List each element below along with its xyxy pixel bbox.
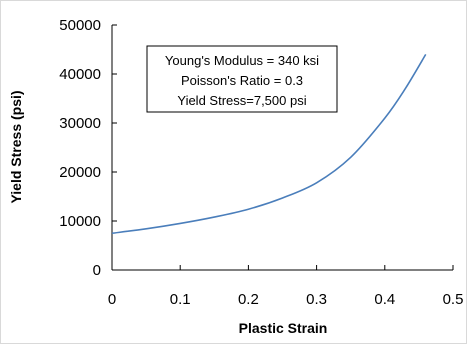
y-tick-label: 0 <box>93 262 101 279</box>
x-tick-label: 0.2 <box>238 291 259 308</box>
yield-stress-chart: 0 10000 20000 30000 40000 50000 0 0.1 0.2 0.3 0.4 0… <box>8 17 463 336</box>
x-tick-label: 0 <box>108 291 116 308</box>
annotation-line-2: Poisson's Ratio = 0.3 <box>181 73 303 88</box>
annotation-border <box>146 45 338 113</box>
y-tick-label: 20000 <box>59 164 101 181</box>
y-tick-label: 50000 <box>59 17 101 34</box>
y-tick-label: 10000 <box>59 213 101 230</box>
annotation-line-1: Young's Modulus = 340 ksi <box>165 53 319 68</box>
x-tick-label: 0.1 <box>170 291 191 308</box>
x-tick-label: 0.3 <box>306 291 327 308</box>
y-tick-label: 30000 <box>59 115 101 132</box>
annotation-line-3: Yield Stress=7,500 psi <box>177 93 306 108</box>
series-line <box>111 53 427 235</box>
y-tick-label: 40000 <box>59 66 101 83</box>
series-group <box>111 53 427 235</box>
x-tick-label: 0.5 <box>443 291 464 308</box>
x-tick-label: 0.4 <box>374 291 395 308</box>
y-axis-title: Yield Stress (psi) <box>8 90 24 203</box>
x-axis-title: Plastic Strain <box>239 320 328 336</box>
axes: 0 10000 20000 30000 40000 50000 0 0.1 0.2 0.3 0.4 0… <box>59 17 463 308</box>
annotation-box: Young's Modulus = 340 ksi Poisson's Rati… <box>146 45 338 113</box>
